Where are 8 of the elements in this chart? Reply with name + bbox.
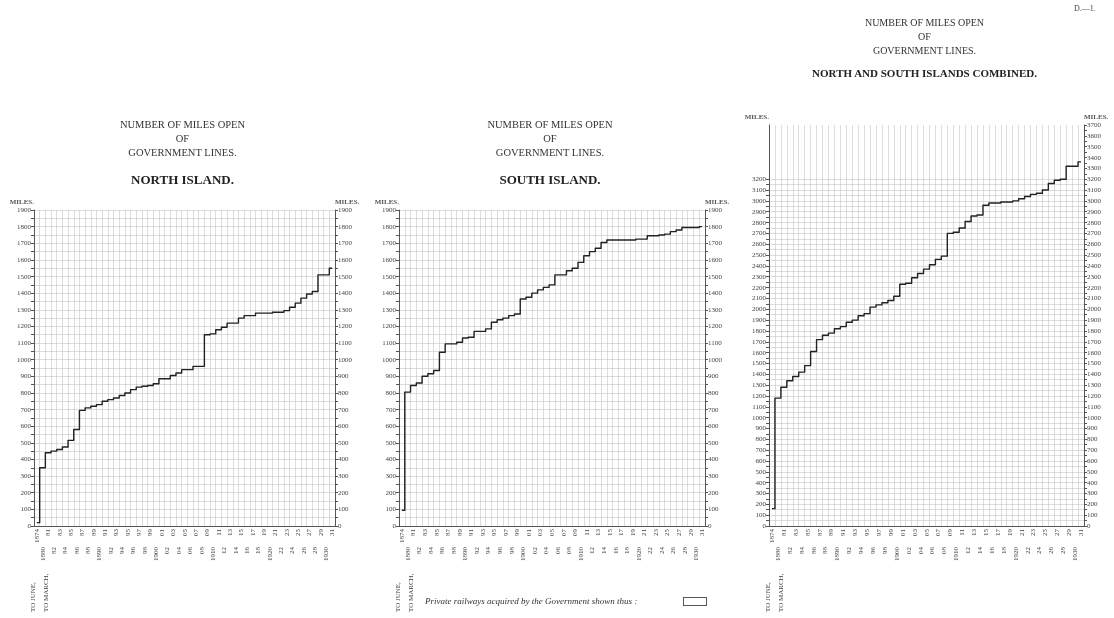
chart-title: NUMBER OF MILES OPEN OF GOVERNMENT LINES. (864, 16, 985, 56)
text: Private railways acquired by the Government shown thus : (424, 595, 638, 606)
chart-subtitle: NORTH AND SOUTH ISLANDS COMBINED. (812, 66, 1038, 79)
chart-subtitle: NORTH ISLAND. (131, 172, 234, 187)
text: D.—1. (1074, 3, 1096, 13)
chart-title: NUMBER OF MILES OPEN OF GOVERNMENT LINES. (487, 118, 613, 158)
chart-title: NUMBER OF MILES OPEN OF GOVERNMENT LINES. (119, 118, 246, 158)
chart-subtitle: SOUTH ISLAND. (499, 172, 601, 187)
